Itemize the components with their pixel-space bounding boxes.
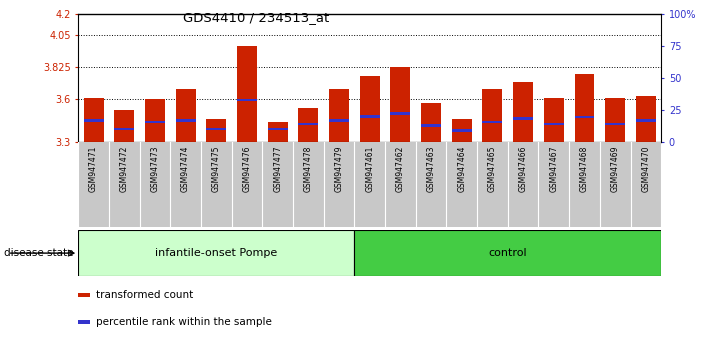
Bar — [390, 67, 410, 142]
Bar — [176, 119, 196, 122]
Text: GSM947463: GSM947463 — [427, 146, 436, 192]
Bar — [574, 116, 594, 118]
Bar — [513, 82, 533, 142]
Bar — [237, 99, 257, 101]
Text: GSM947473: GSM947473 — [151, 146, 159, 192]
Bar — [544, 123, 564, 125]
Text: GSM947474: GSM947474 — [181, 146, 190, 192]
Bar — [544, 98, 564, 142]
Text: GSM947465: GSM947465 — [488, 146, 497, 192]
Text: GSM947468: GSM947468 — [580, 146, 589, 192]
Bar — [483, 89, 503, 142]
Text: GSM947472: GSM947472 — [119, 146, 129, 192]
Bar — [605, 98, 625, 142]
Text: GSM947476: GSM947476 — [242, 146, 252, 192]
Bar — [390, 112, 410, 115]
Bar — [574, 74, 594, 142]
Bar — [78, 230, 354, 276]
Text: GSM947461: GSM947461 — [365, 146, 374, 192]
Text: GSM947470: GSM947470 — [641, 146, 651, 192]
Bar — [84, 119, 104, 122]
Bar — [329, 119, 349, 122]
Text: GSM947469: GSM947469 — [611, 146, 620, 192]
Text: GSM947479: GSM947479 — [335, 146, 343, 192]
Bar — [605, 123, 625, 125]
Bar — [451, 129, 471, 132]
Text: GSM947467: GSM947467 — [550, 146, 558, 192]
Bar — [176, 89, 196, 142]
Bar — [299, 108, 319, 142]
Text: percentile rank within the sample: percentile rank within the sample — [96, 317, 272, 327]
Bar — [354, 230, 661, 276]
Bar — [421, 124, 441, 127]
Bar — [299, 123, 319, 125]
Text: GSM947462: GSM947462 — [396, 146, 405, 192]
Bar — [513, 117, 533, 120]
Bar — [451, 119, 471, 142]
Bar — [78, 293, 90, 297]
Bar — [237, 46, 257, 142]
Bar — [360, 115, 380, 118]
Text: GSM947471: GSM947471 — [89, 146, 98, 192]
Bar — [483, 121, 503, 123]
Bar — [114, 128, 134, 130]
Text: GSM947464: GSM947464 — [457, 146, 466, 192]
Text: GSM947475: GSM947475 — [212, 146, 221, 192]
Bar — [329, 89, 349, 142]
Text: control: control — [488, 248, 527, 258]
Bar — [360, 76, 380, 142]
Bar — [636, 119, 656, 122]
Bar — [206, 128, 226, 130]
Bar — [145, 99, 165, 142]
Bar — [84, 98, 104, 142]
Text: transformed count: transformed count — [96, 290, 193, 300]
Bar — [421, 103, 441, 142]
Text: GDS4410 / 234513_at: GDS4410 / 234513_at — [183, 11, 329, 24]
Bar — [636, 96, 656, 142]
Text: GSM947477: GSM947477 — [273, 146, 282, 192]
Text: GSM947466: GSM947466 — [518, 146, 528, 192]
Bar — [78, 320, 90, 324]
Text: infantile-onset Pompe: infantile-onset Pompe — [155, 248, 277, 258]
Bar — [206, 119, 226, 142]
Text: disease state: disease state — [4, 248, 73, 258]
Bar — [145, 121, 165, 123]
Bar — [267, 122, 288, 142]
Text: GSM947478: GSM947478 — [304, 146, 313, 192]
Bar — [267, 128, 288, 130]
Bar — [114, 110, 134, 142]
